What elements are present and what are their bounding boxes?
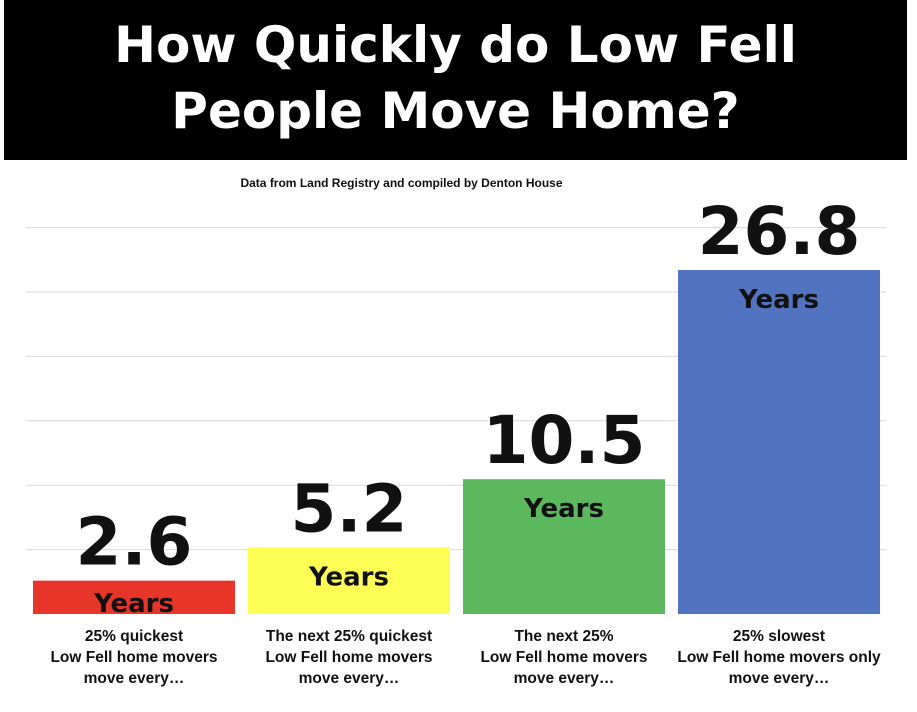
category-label-line: move every… bbox=[298, 670, 400, 687]
category-label: 25% slowest Low Fell home movers only move… bbox=[673, 626, 885, 689]
category-label-line: The next 25% quickest bbox=[265, 628, 433, 645]
chart-subtitle: Data from Land Registry and compiled by … bbox=[240, 176, 563, 190]
category-label-line: 25% quickest bbox=[84, 628, 184, 645]
bar-unit-label: Years bbox=[523, 494, 604, 524]
bar-1 bbox=[33, 580, 235, 614]
category-label-line: move every… bbox=[83, 670, 185, 687]
category-label-line: move every… bbox=[728, 670, 830, 687]
bar-unit-label: Years bbox=[93, 589, 174, 619]
bar-value-label: 2.6 bbox=[76, 504, 193, 581]
category-label-line: Low Fell home movers bbox=[265, 649, 433, 666]
category-label: 25% quickest Low Fell home movers move eve… bbox=[28, 626, 240, 689]
category-label-line: move every… bbox=[513, 670, 615, 687]
bar-3 bbox=[463, 479, 665, 614]
bar-unit-label: Years bbox=[308, 562, 389, 592]
bar-2 bbox=[248, 547, 450, 614]
bar-value-label: 10.5 bbox=[483, 402, 646, 479]
category-label: The next 25% quickest Low Fell home mover… bbox=[243, 626, 455, 689]
bar-unit-label: Years bbox=[738, 285, 819, 315]
category-label-line: 25% slowest bbox=[732, 628, 826, 645]
bar-value-label: 5.2 bbox=[291, 470, 408, 547]
category-label-line: Low Fell home movers bbox=[480, 649, 648, 666]
bar-4 bbox=[678, 270, 880, 614]
chart-title-line-1: How Quickly do Low Fell bbox=[114, 16, 797, 74]
title-banner: How Quickly do Low Fell People Move Home… bbox=[4, 0, 907, 160]
category-label-line: Low Fell home movers bbox=[50, 649, 218, 666]
chart-title-line-2: People Move Home? bbox=[171, 82, 740, 140]
bar-value-label: 26.8 bbox=[698, 193, 861, 270]
category-label-line: Low Fell home movers only bbox=[677, 649, 881, 666]
category-label: The next 25% Low Fell home movers move eve… bbox=[458, 626, 670, 689]
category-label-line: The next 25% bbox=[514, 628, 614, 645]
